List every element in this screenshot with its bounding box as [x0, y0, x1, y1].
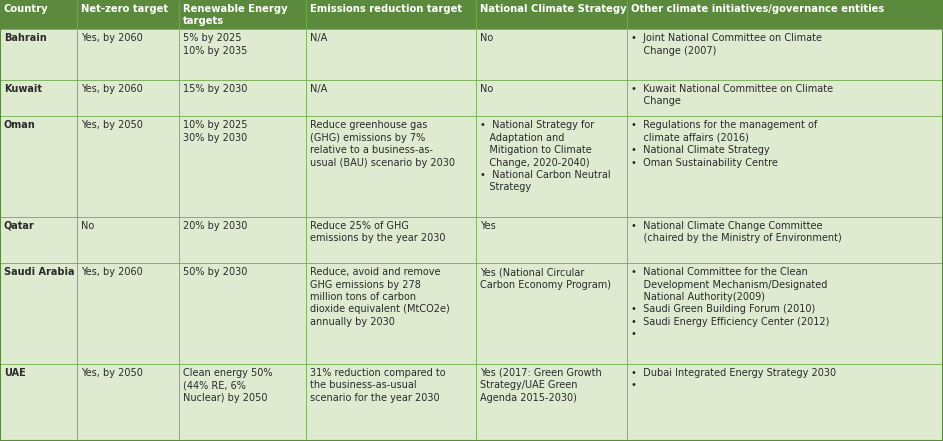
Text: N/A: N/A [310, 84, 328, 94]
Bar [627, 80, 943, 116]
Text: Net-zero target: Net-zero target [81, 4, 169, 14]
Bar [306, 217, 476, 263]
Bar [0, 0, 77, 29]
Text: No: No [81, 221, 94, 231]
Bar [306, 29, 476, 80]
Bar [179, 116, 306, 217]
Bar [476, 217, 627, 263]
Text: •  Dubai Integrated Energy Strategy 2030
•: • Dubai Integrated Energy Strategy 2030 … [631, 368, 836, 390]
Bar [179, 0, 306, 29]
Bar [77, 29, 179, 80]
Bar [306, 263, 476, 364]
Bar [77, 116, 179, 217]
Text: •  Joint National Committee on Climate
    Change (2007): • Joint National Committee on Climate Ch… [631, 33, 822, 56]
Bar [77, 364, 179, 441]
Bar [0, 116, 77, 217]
Text: Country: Country [4, 4, 49, 14]
Text: •  National Strategy for
   Adaptation and
   Mitigation to Climate
   Change, 2: • National Strategy for Adaptation and M… [480, 120, 611, 192]
Text: Reduce 25% of GHG
emissions by the year 2030: Reduce 25% of GHG emissions by the year … [310, 221, 446, 243]
Text: Yes, by 2060: Yes, by 2060 [81, 267, 143, 277]
Bar [306, 116, 476, 217]
Text: 15% by 2030: 15% by 2030 [183, 84, 248, 94]
Text: 10% by 2025
30% by 2030: 10% by 2025 30% by 2030 [183, 120, 248, 143]
Text: 5% by 2025
10% by 2035: 5% by 2025 10% by 2035 [183, 33, 248, 56]
Bar [627, 364, 943, 441]
Text: Yes (National Circular
Carbon Economy Program): Yes (National Circular Carbon Economy Pr… [480, 267, 611, 290]
Bar [476, 80, 627, 116]
Bar [77, 0, 179, 29]
Text: •  Regulations for the management of
    climate affairs (2016)
•  National Clim: • Regulations for the management of clim… [631, 120, 818, 168]
Bar [0, 217, 77, 263]
Text: Emissions reduction target: Emissions reduction target [310, 4, 463, 14]
Text: N/A: N/A [310, 33, 328, 43]
Bar [0, 80, 77, 116]
Bar [627, 29, 943, 80]
Text: •  Kuwait National Committee on Climate
    Change: • Kuwait National Committee on Climate C… [631, 84, 834, 106]
Text: No: No [480, 84, 493, 94]
Text: Yes, by 2050: Yes, by 2050 [81, 368, 143, 378]
Bar [0, 364, 77, 441]
Bar [77, 263, 179, 364]
Text: Yes (2017: Green Growth
Strategy/UAE Green
Agenda 2015-2030): Yes (2017: Green Growth Strategy/UAE Gre… [480, 368, 602, 403]
Text: 20% by 2030: 20% by 2030 [183, 221, 248, 231]
Text: •  National Committee for the Clean
    Development Mechanism/Designated
    Nat: • National Committee for the Clean Devel… [631, 267, 830, 339]
Text: UAE: UAE [4, 368, 25, 378]
Bar [0, 263, 77, 364]
Bar [179, 263, 306, 364]
Bar [306, 80, 476, 116]
Bar [476, 29, 627, 80]
Bar [77, 217, 179, 263]
Text: Oman: Oman [4, 120, 36, 131]
Bar [179, 217, 306, 263]
Text: Renewable Energy
targets: Renewable Energy targets [183, 4, 288, 26]
Text: Clean energy 50%
(44% RE, 6%
Nuclear) by 2050: Clean energy 50% (44% RE, 6% Nuclear) by… [183, 368, 273, 403]
Bar [179, 29, 306, 80]
Bar [77, 80, 179, 116]
Text: 50% by 2030: 50% by 2030 [183, 267, 248, 277]
Bar [179, 364, 306, 441]
Text: Bahrain: Bahrain [4, 33, 47, 43]
Bar [627, 0, 943, 29]
Bar [476, 364, 627, 441]
Bar [0, 29, 77, 80]
Text: Yes, by 2050: Yes, by 2050 [81, 120, 143, 131]
Bar [476, 0, 627, 29]
Text: 31% reduction compared to
the business-as-usual
scenario for the year 2030: 31% reduction compared to the business-a… [310, 368, 446, 403]
Text: Qatar: Qatar [4, 221, 35, 231]
Text: National Climate Strategy: National Climate Strategy [480, 4, 627, 14]
Text: Saudi Arabia: Saudi Arabia [4, 267, 74, 277]
Text: Yes, by 2060: Yes, by 2060 [81, 33, 143, 43]
Text: Yes, by 2060: Yes, by 2060 [81, 84, 143, 94]
Text: Kuwait: Kuwait [4, 84, 42, 94]
Bar [179, 80, 306, 116]
Text: Yes: Yes [480, 221, 496, 231]
Bar [476, 116, 627, 217]
Bar [476, 263, 627, 364]
Bar [627, 116, 943, 217]
Text: Reduce, avoid and remove
GHG emissions by 278
million tons of carbon
dioxide equ: Reduce, avoid and remove GHG emissions b… [310, 267, 450, 327]
Bar [627, 217, 943, 263]
Text: No: No [480, 33, 493, 43]
Text: Other climate initiatives/governance entities: Other climate initiatives/governance ent… [631, 4, 885, 14]
Bar [306, 0, 476, 29]
Text: Reduce greenhouse gas
(GHG) emissions by 7%
relative to a business-as-
usual (BA: Reduce greenhouse gas (GHG) emissions by… [310, 120, 455, 168]
Text: •  National Climate Change Committee
    (chaired by the Ministry of Environment: • National Climate Change Committee (cha… [631, 221, 842, 243]
Bar [306, 364, 476, 441]
Bar [627, 263, 943, 364]
